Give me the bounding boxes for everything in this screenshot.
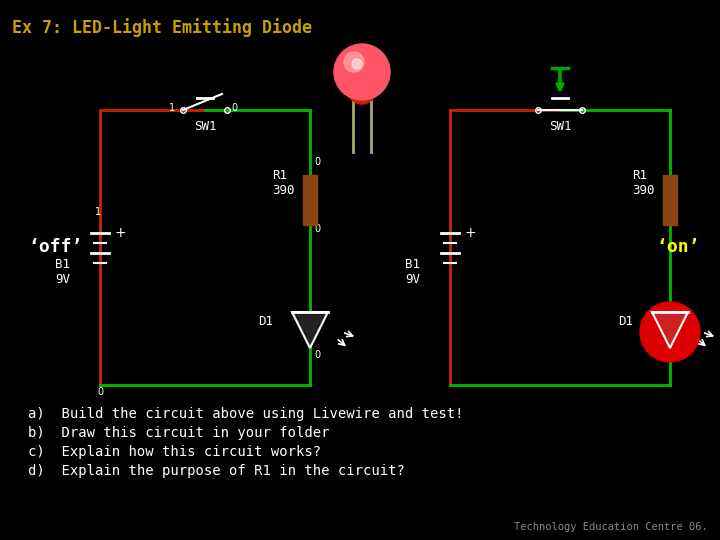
Text: ‘on’: ‘on’ xyxy=(657,238,700,256)
Text: B1
9V: B1 9V xyxy=(55,258,70,286)
Text: a)  Build the circuit above using Livewire and test!: a) Build the circuit above using Livewir… xyxy=(28,407,464,421)
Text: D1: D1 xyxy=(258,315,273,328)
Circle shape xyxy=(352,59,362,69)
Text: 0: 0 xyxy=(314,224,320,234)
Text: Technology Education Centre 06.: Technology Education Centre 06. xyxy=(514,522,708,532)
Text: +: + xyxy=(114,226,125,240)
Polygon shape xyxy=(652,312,688,348)
Text: SW1: SW1 xyxy=(549,120,571,133)
Polygon shape xyxy=(292,312,328,348)
Text: 0: 0 xyxy=(314,157,320,167)
Text: 0: 0 xyxy=(314,350,320,360)
Text: R1
390: R1 390 xyxy=(632,169,654,197)
Text: 1: 1 xyxy=(169,103,175,113)
Text: c)  Explain how this circuit works?: c) Explain how this circuit works? xyxy=(28,445,321,459)
Circle shape xyxy=(348,76,376,104)
Text: 0: 0 xyxy=(97,387,103,397)
Text: ‘off’: ‘off’ xyxy=(28,238,82,256)
Circle shape xyxy=(344,52,364,72)
Circle shape xyxy=(334,44,390,100)
Text: +: + xyxy=(464,226,476,240)
Text: 1: 1 xyxy=(95,207,101,217)
Text: b)  Draw this circuit in your folder: b) Draw this circuit in your folder xyxy=(28,426,330,440)
Text: 0: 0 xyxy=(231,103,237,113)
Text: d)  Explain the purpose of R1 in the circuit?: d) Explain the purpose of R1 in the circ… xyxy=(28,464,405,478)
Bar xyxy=(663,175,677,225)
Circle shape xyxy=(640,302,700,362)
Text: SW1: SW1 xyxy=(194,120,216,133)
Text: D1: D1 xyxy=(618,315,633,328)
Bar xyxy=(303,175,317,225)
Text: B1
9V: B1 9V xyxy=(405,258,420,286)
Text: R1
390: R1 390 xyxy=(272,169,294,197)
Text: Ex 7: LED-Light Emitting Diode: Ex 7: LED-Light Emitting Diode xyxy=(12,18,312,37)
